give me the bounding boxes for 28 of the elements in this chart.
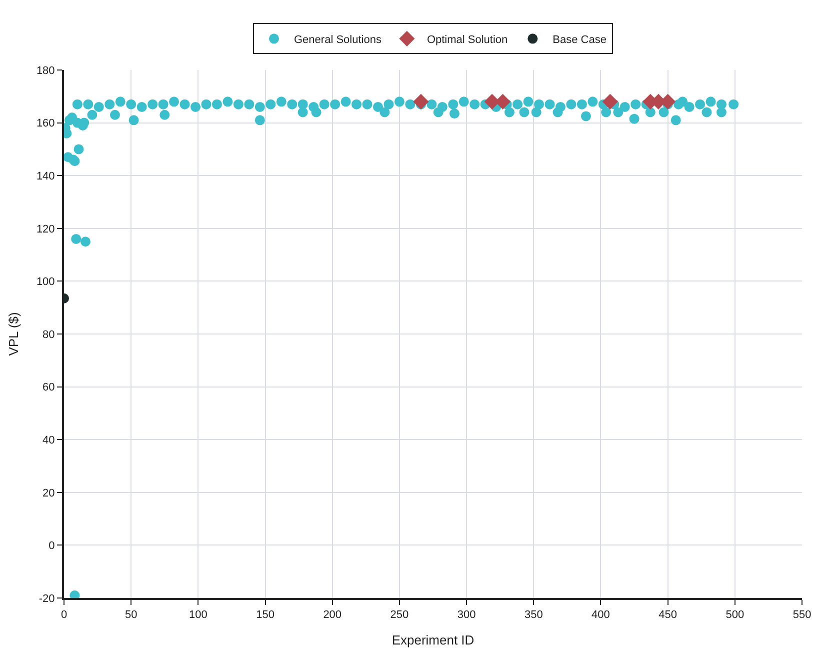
y-tick-label: 0 [48, 540, 55, 552]
y-tick-label: 160 [36, 118, 55, 130]
x-tick-label: 450 [658, 609, 677, 622]
y-tick-label: 80 [42, 328, 55, 341]
legend-label: Base Case [552, 34, 606, 46]
x-tick-label: 550 [792, 609, 812, 622]
x-tick-label: 0 [60, 609, 68, 622]
y-tick-label: -20 [38, 592, 55, 605]
y-tick-label: 60 [42, 382, 55, 394]
x-tick-label: 200 [323, 609, 342, 622]
x-tick-label: 500 [726, 609, 744, 622]
x-tick-label: 300 [457, 609, 476, 622]
legend-label: General Solutions [294, 34, 382, 46]
y-axis-title: VPL ($) [6, 312, 21, 356]
y-tick-label: 120 [36, 223, 55, 236]
y-tick-label: 140 [36, 170, 55, 182]
x-tick-label: 350 [524, 609, 543, 622]
x-axis-title: Experiment ID [392, 632, 474, 648]
y-tick-label: 40 [42, 434, 55, 446]
y-tick-label: 100 [36, 276, 55, 288]
x-tick-label: 100 [189, 609, 208, 622]
x-tick-label: 250 [390, 609, 409, 622]
legend-label: Optimal Solution [426, 34, 508, 46]
x-tick-label: 150 [256, 609, 274, 622]
y-tick-label: 180 [36, 64, 55, 77]
x-tick-label: 400 [592, 609, 610, 622]
y-tick-label: 20 [42, 487, 55, 500]
x-tick-label: 50 [124, 609, 138, 622]
